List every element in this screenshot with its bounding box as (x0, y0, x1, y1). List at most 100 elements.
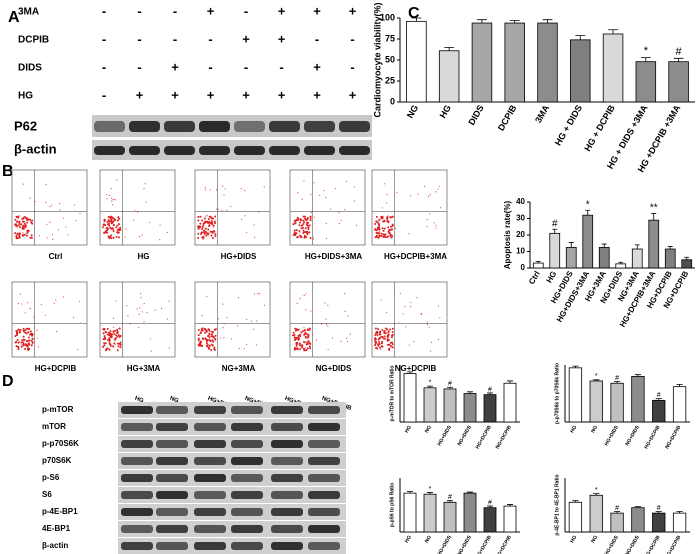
blot-band (121, 525, 153, 533)
flow-dot (16, 339, 19, 342)
flow-dot (16, 220, 19, 223)
flow-dot (132, 219, 135, 221)
flow-dot (439, 317, 441, 319)
sign: - (244, 59, 248, 74)
flow-dot (305, 349, 308, 352)
flow-dot (377, 344, 380, 347)
error-bar (618, 261, 624, 264)
flow-dot (208, 344, 211, 347)
flow-dot (325, 318, 327, 320)
bar (589, 494, 603, 533)
flow-dot (388, 343, 391, 346)
blot-band (308, 406, 340, 414)
flow-plot-frame (99, 281, 176, 358)
error-bar (535, 261, 541, 264)
flow-plot-label: HG+DIDS (221, 252, 257, 261)
flow-dot (389, 235, 392, 238)
bar (403, 373, 417, 423)
flow-dot (301, 344, 304, 347)
flow-dot (437, 338, 440, 341)
flow-dot (409, 305, 412, 308)
flow-dot (391, 330, 394, 333)
flow-dot (309, 342, 312, 345)
flow-dot (320, 323, 323, 325)
flow-dot (115, 334, 118, 337)
flow-dot (24, 328, 27, 331)
flow-dot (223, 337, 225, 339)
flow-dot (136, 308, 138, 310)
flow-plot-label: NG+DIDS (316, 364, 352, 373)
significance-mark: * (595, 373, 598, 380)
blot-label: β-actin (42, 541, 68, 550)
flow-dot (46, 223, 48, 225)
bar (631, 507, 645, 533)
flow-dot (102, 332, 105, 335)
flow-dot (376, 333, 379, 336)
flow-dot (111, 200, 113, 202)
sign: + (349, 3, 357, 18)
blot-background (92, 140, 372, 160)
flow-dot (159, 239, 161, 241)
flow-dot (202, 237, 205, 240)
flow-dot (214, 235, 217, 238)
x-tick-label: HG + DIDS (553, 103, 584, 147)
flow-dot (201, 219, 204, 222)
flow-dot (309, 217, 312, 220)
flow-dot (213, 346, 216, 349)
flow-dot (241, 218, 243, 220)
flow-dot (304, 227, 307, 230)
flow-dot (426, 321, 428, 323)
error-bar (411, 17, 422, 22)
flow-dot (402, 313, 404, 315)
flow-dot (114, 337, 117, 340)
flow-dot (108, 337, 111, 340)
flow-dot (134, 210, 136, 212)
error-bar (444, 47, 455, 51)
row-label: HG (18, 91, 33, 102)
flow-dot (380, 342, 383, 345)
flow-dot (214, 215, 217, 218)
flow-dot (203, 226, 205, 228)
bar (652, 399, 666, 423)
flow-plot-frame (371, 169, 448, 246)
flow-dot (31, 332, 34, 335)
flow-dot (197, 232, 200, 235)
flow-dot (297, 338, 300, 341)
flow-dot (295, 229, 298, 232)
flow-dot (137, 211, 139, 213)
flow-dot (197, 328, 200, 331)
flow-dot (297, 218, 300, 221)
flow-dot (125, 228, 127, 230)
flow-dot (127, 315, 129, 317)
flow-dot (116, 331, 119, 334)
bar (443, 388, 457, 423)
flow-dot (22, 327, 25, 330)
flow-dot (49, 206, 51, 208)
flow-dot (377, 220, 380, 222)
flow-plot-frame (194, 169, 271, 246)
flow-dot (298, 348, 301, 351)
flow-dot (429, 350, 432, 352)
blot-band (339, 121, 370, 132)
bar (610, 512, 624, 533)
blot-band (194, 423, 226, 431)
flow-dot (391, 336, 394, 339)
x-tick-label: 3MA (533, 103, 551, 125)
blot-band (304, 121, 335, 132)
flow-dot (210, 234, 213, 237)
flow-dot (118, 327, 121, 330)
flow-dot (303, 294, 305, 297)
error-bar (447, 386, 453, 389)
flow-dot (37, 346, 39, 348)
flow-dot (73, 204, 76, 206)
flow-dot (258, 211, 260, 213)
flow-dot (106, 220, 109, 223)
column-label: NG (169, 396, 180, 405)
flow-dot (306, 224, 309, 227)
flow-dot (382, 235, 385, 238)
flow-dot (106, 197, 108, 200)
flow-dot (306, 342, 309, 345)
flow-dot (203, 229, 206, 232)
flow-dot (349, 333, 351, 335)
flow-dot (38, 235, 41, 237)
